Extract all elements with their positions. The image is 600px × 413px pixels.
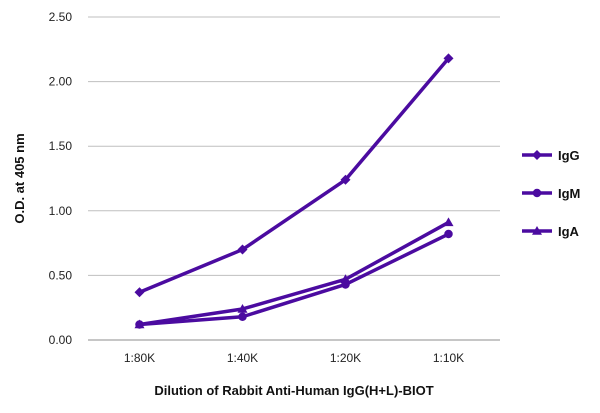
legend-item-iga: IgA (522, 224, 580, 239)
y-tick-label: 2.50 (49, 10, 73, 24)
data-point-iga (443, 217, 454, 227)
legend-item-igm: IgM (522, 186, 580, 201)
legend-swatch-marker (532, 226, 542, 235)
data-point-igg (340, 174, 351, 185)
series-igg (134, 53, 454, 298)
y-axis-title: O.D. at 405 nm (12, 133, 27, 223)
legend-label: IgA (558, 224, 580, 239)
series-line-igg (137, 56, 451, 294)
legend-label: IgG (558, 148, 580, 163)
x-tick-label: 1:20K (330, 351, 361, 365)
y-tick-label: 2.00 (49, 75, 73, 89)
series-layer (134, 53, 454, 329)
x-tick-label: 1:40K (227, 351, 258, 365)
y-axis-ticks: 0.00 0.50 1.00 1.50 2.00 2.50 (49, 10, 73, 347)
y-tick-label: 0.00 (49, 333, 73, 347)
x-tick-label: 1:10K (433, 351, 464, 365)
x-tick-label: 1:80K (124, 351, 155, 365)
x-axis-title: Dilution of Rabbit Anti-Human IgG(H+L)-B… (154, 383, 433, 398)
data-point-igg (237, 244, 248, 255)
data-point-igm (444, 229, 453, 239)
y-tick-label: 0.50 (49, 268, 73, 282)
grid-lines (88, 16, 500, 276)
legend-item-igg: IgG (522, 148, 580, 163)
data-point-iga (237, 303, 248, 313)
legend: IgG IgM IgA (522, 148, 580, 239)
legend-swatch-marker (532, 150, 542, 160)
legend-label: IgM (558, 186, 580, 201)
data-point-igm (238, 312, 247, 321)
data-point-igg (134, 287, 145, 298)
series-line-igm (137, 232, 451, 327)
series-line-iga (137, 220, 451, 327)
legend-swatch-marker (532, 188, 542, 198)
y-tick-label: 1.50 (49, 139, 73, 153)
data-point-igg (443, 53, 454, 64)
series-iga (134, 217, 454, 329)
data-point-iga (134, 319, 145, 329)
x-axis-ticks: 1:80K 1:40K 1:20K 1:10K (124, 351, 464, 365)
data-point-iga (340, 274, 351, 284)
y-tick-label: 1.00 (49, 204, 73, 218)
